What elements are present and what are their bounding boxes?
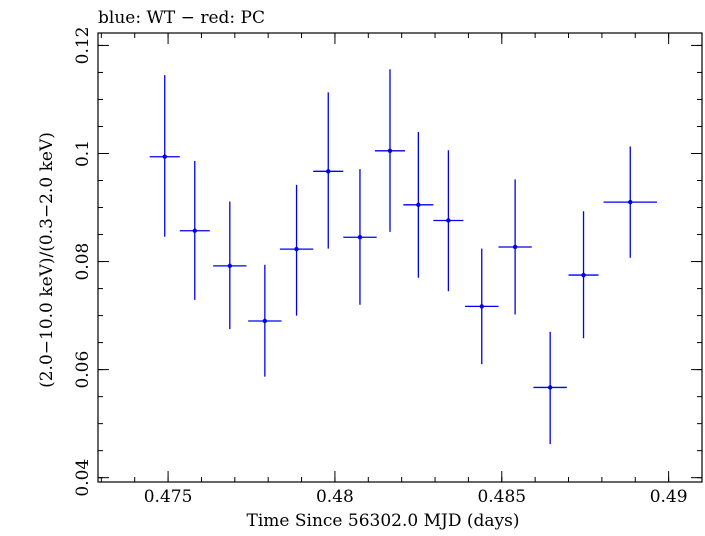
point-marker	[357, 235, 363, 240]
axis-ticks	[98, 33, 703, 482]
y-axis-label: (2.0−10.0 keV)/(0.3−2.0 keV)	[37, 132, 57, 388]
plot-frame	[97, 32, 703, 483]
data-point	[149, 75, 180, 237]
point-marker	[479, 304, 484, 309]
point-marker	[326, 169, 331, 174]
x-tick-label: 0.475	[144, 487, 193, 507]
y-tick-label: 0.06	[73, 351, 93, 389]
x-axis-label: Time Since 56302.0 MJD (days)	[247, 511, 520, 531]
point-marker	[547, 385, 553, 390]
data-point	[403, 131, 434, 278]
data-point	[179, 161, 210, 300]
data-point	[498, 179, 532, 315]
point-marker	[581, 272, 586, 278]
data-series	[149, 69, 657, 445]
point-marker	[416, 202, 421, 208]
point-marker	[227, 263, 233, 269]
data-point	[343, 169, 377, 305]
y-tick-label: 0.1	[73, 140, 93, 167]
data-point	[568, 211, 599, 339]
point-marker	[512, 244, 518, 250]
data-point	[279, 184, 314, 316]
plot-border	[97, 32, 703, 483]
point-marker	[446, 218, 451, 223]
point-marker	[294, 246, 299, 252]
point-marker	[192, 228, 197, 233]
data-point	[433, 150, 464, 292]
y-tick-label: 0.08	[73, 243, 93, 281]
point-marker	[262, 318, 268, 324]
data-point	[533, 331, 567, 445]
x-tick-label: 0.49	[650, 487, 688, 507]
y-tick-label: 0.04	[73, 459, 93, 497]
data-point	[313, 92, 344, 249]
data-point	[248, 264, 282, 377]
axis-tick-labels: 0.475 0.48 0.485 0.49 0.04 0.06 0.08 0.1 0.12	[73, 26, 688, 507]
x-tick-label: 0.48	[316, 487, 354, 507]
y-tick-label: 0.12	[73, 26, 93, 64]
data-point	[603, 146, 657, 258]
x-tick-label: 0.485	[477, 487, 526, 507]
point-marker	[387, 148, 393, 153]
data-point	[374, 69, 406, 232]
data-point	[465, 248, 499, 365]
point-marker	[628, 199, 633, 205]
point-marker	[162, 154, 167, 159]
data-point	[213, 201, 247, 330]
chart-title: blue: WT − red: PC	[98, 8, 265, 28]
